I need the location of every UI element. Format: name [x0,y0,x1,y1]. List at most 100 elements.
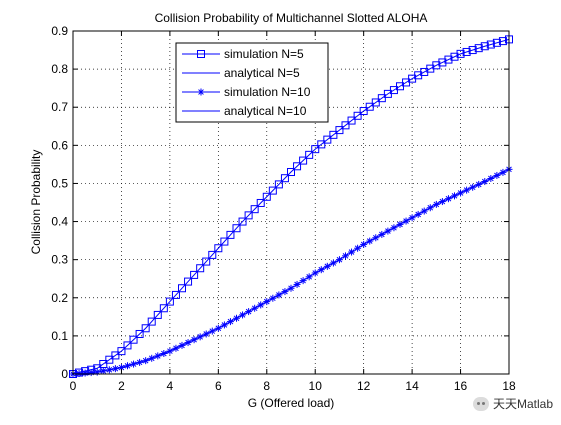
data-point [468,46,477,55]
data-point [371,98,380,107]
x-tick-label: 8 [263,379,270,393]
data-point [438,58,447,67]
data-point [353,111,362,120]
y-tick-label: 0.2 [51,291,68,305]
data-point [135,329,144,338]
data-point [317,140,326,149]
series-line [72,168,510,375]
y-tick-label: 0.8 [51,62,68,76]
watermark-text: 天天Matlab [492,397,553,411]
data-point [129,335,138,344]
legend-box [175,42,329,123]
data-point [341,121,350,130]
series-2 [69,165,513,378]
y-tick-label: 0.9 [51,24,68,38]
data-point [474,44,483,53]
data-point [359,107,368,116]
data-point [111,351,120,360]
data-point [444,55,453,64]
data-point [329,130,338,139]
data-point [123,341,132,350]
series-1 [72,38,510,375]
data-point [274,180,283,189]
x-tick-label: 12 [357,379,371,393]
data-point [311,145,320,154]
legend-item: analytical N=5 [182,66,300,80]
data-point [244,211,253,220]
data-point [196,264,205,273]
data-point [492,38,501,47]
wechat-icon [472,396,489,411]
data-point [486,40,495,49]
data-point [268,186,277,195]
data-point [117,347,126,356]
legend: simulation N=5 analytical N=5 simulation N… [175,42,329,123]
chart-title: Collision Probability of Multichannel Sl… [155,11,428,25]
y-tick-label: 0.7 [51,100,68,114]
x-tick-label: 16 [454,379,468,393]
data-point [202,257,211,266]
data-point [147,317,156,326]
data-point [238,217,247,226]
data-point [256,198,265,207]
data-point [105,355,114,364]
x-tick-label: 14 [405,379,419,393]
data-point [365,102,374,111]
data-point [226,230,235,239]
data-point [462,47,471,56]
y-tick-label: 0.1 [51,329,68,343]
data-point [178,284,186,293]
x-tick-label: 10 [309,379,323,393]
legend-item: simulation N=10 [182,85,311,99]
data-point [498,37,507,46]
data-point [293,162,302,171]
legend-label: simulation N=5 [224,47,304,61]
x-tick-label: 6 [215,379,222,393]
legend-item: analytical N=10 [182,104,307,118]
y-tick-label: 0.6 [51,138,68,152]
data-point [208,250,217,259]
data-point [190,270,199,279]
data-point [250,205,259,214]
legend-label: analytical N=10 [224,104,307,118]
data-point [141,324,150,333]
data-point [323,135,332,144]
legend-item: simulation N=5 [182,47,304,61]
data-point [220,237,229,246]
data-point [377,94,386,103]
x-tick-label: 2 [118,379,125,393]
axis-ticks: 0 2 4 6 8 10 12 14 16 18 0 0.1 0.2 0.3 0.4 0.5 0.6 0.7 0.8… [51,24,516,393]
data-point [171,290,180,299]
data-point [165,297,174,306]
legend-marker [197,50,205,58]
x-axis-label: G (Offered load) [248,396,334,410]
data-point [299,156,308,165]
x-tick-label: 0 [70,379,77,393]
data-point [232,224,241,233]
legend-label: simulation N=10 [224,85,311,99]
series-3 [72,168,510,375]
data-point [214,244,223,253]
data-point [347,116,356,125]
series-layer [69,35,513,378]
legend-label: analytical N=5 [224,66,300,80]
plot-frame [72,30,510,375]
y-axis-label: Collision Probability [29,150,43,255]
grid [73,31,509,374]
data-point [262,192,271,201]
data-point [153,310,162,319]
data-point [480,42,489,51]
data-point [335,126,344,135]
data-point [159,304,168,313]
data-point [450,52,459,61]
y-tick-label: 0.4 [51,215,68,229]
data-point [305,150,314,159]
data-point [184,277,193,286]
data-point [456,49,465,58]
legend-marker [197,88,205,96]
y-tick-label: 0.5 [51,176,68,190]
data-point [432,61,441,70]
watermark: 天天Matlab [472,395,553,412]
